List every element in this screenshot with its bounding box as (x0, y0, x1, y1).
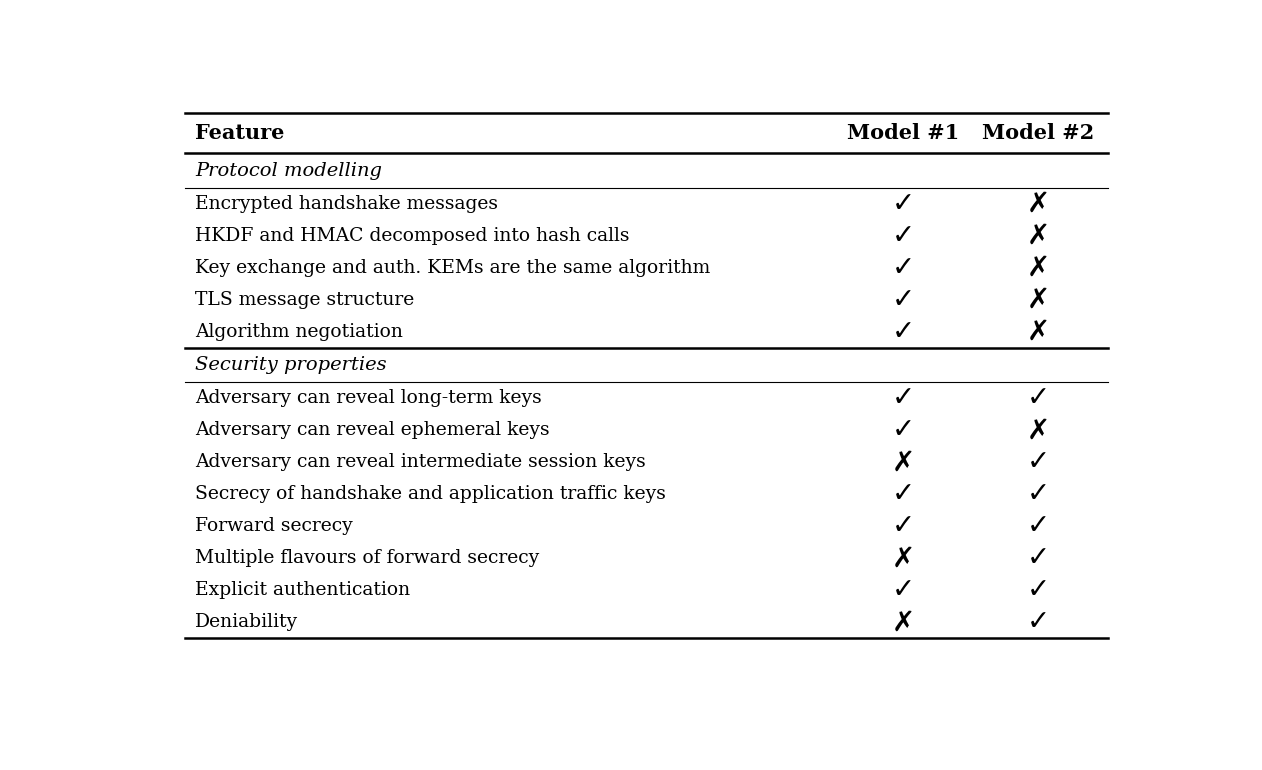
Text: ✗: ✗ (1026, 286, 1050, 314)
Text: Protocol modelling: Protocol modelling (194, 162, 382, 179)
Text: Deniability: Deniability (194, 614, 298, 631)
Text: ✗: ✗ (891, 448, 915, 477)
Text: Encrypted handshake messages: Encrypted handshake messages (194, 195, 498, 213)
Text: ✓: ✓ (891, 512, 915, 541)
Text: ✓: ✓ (891, 254, 915, 282)
Text: ✗: ✗ (1026, 222, 1050, 250)
Text: ✓: ✓ (1026, 608, 1050, 637)
Text: ✓: ✓ (1026, 577, 1050, 604)
Text: Model #2: Model #2 (982, 123, 1094, 143)
Text: HKDF and HMAC decomposed into hash calls: HKDF and HMAC decomposed into hash calls (194, 227, 630, 245)
Text: ✓: ✓ (891, 480, 915, 508)
Text: ✗: ✗ (891, 608, 915, 637)
Text: Model #1: Model #1 (847, 123, 959, 143)
Text: ✓: ✓ (891, 417, 915, 444)
Text: ✗: ✗ (891, 544, 915, 572)
Text: ✓: ✓ (891, 286, 915, 314)
Text: ✗: ✗ (1026, 190, 1050, 218)
Text: Key exchange and auth. KEMs are the same algorithm: Key exchange and auth. KEMs are the same… (194, 259, 711, 277)
Text: ✗: ✗ (1026, 254, 1050, 282)
Text: ✗: ✗ (1026, 318, 1050, 346)
Text: ✓: ✓ (1026, 480, 1050, 508)
Text: ✓: ✓ (891, 222, 915, 250)
Text: Security properties: Security properties (194, 357, 386, 374)
Text: ✗: ✗ (1026, 417, 1050, 444)
Text: Feature: Feature (194, 123, 284, 143)
Text: ✓: ✓ (891, 318, 915, 346)
Text: TLS message structure: TLS message structure (194, 291, 414, 309)
Text: ✓: ✓ (1026, 384, 1050, 413)
Text: ✓: ✓ (891, 190, 915, 218)
Text: ✓: ✓ (1026, 448, 1050, 477)
Text: Explicit authentication: Explicit authentication (194, 581, 410, 599)
Text: Forward secrecy: Forward secrecy (194, 517, 352, 535)
Text: ✓: ✓ (891, 384, 915, 413)
Text: ✓: ✓ (891, 577, 915, 604)
Text: Adversary can reveal intermediate session keys: Adversary can reveal intermediate sessio… (194, 454, 646, 471)
Text: Algorithm negotiation: Algorithm negotiation (194, 323, 403, 341)
Text: Adversary can reveal ephemeral keys: Adversary can reveal ephemeral keys (194, 421, 549, 440)
Text: ✓: ✓ (1026, 512, 1050, 541)
Text: Adversary can reveal long-term keys: Adversary can reveal long-term keys (194, 390, 541, 407)
Text: Secrecy of handshake and application traffic keys: Secrecy of handshake and application tra… (194, 485, 666, 504)
Text: ✓: ✓ (1026, 544, 1050, 572)
Text: Multiple flavours of forward secrecy: Multiple flavours of forward secrecy (194, 550, 539, 567)
